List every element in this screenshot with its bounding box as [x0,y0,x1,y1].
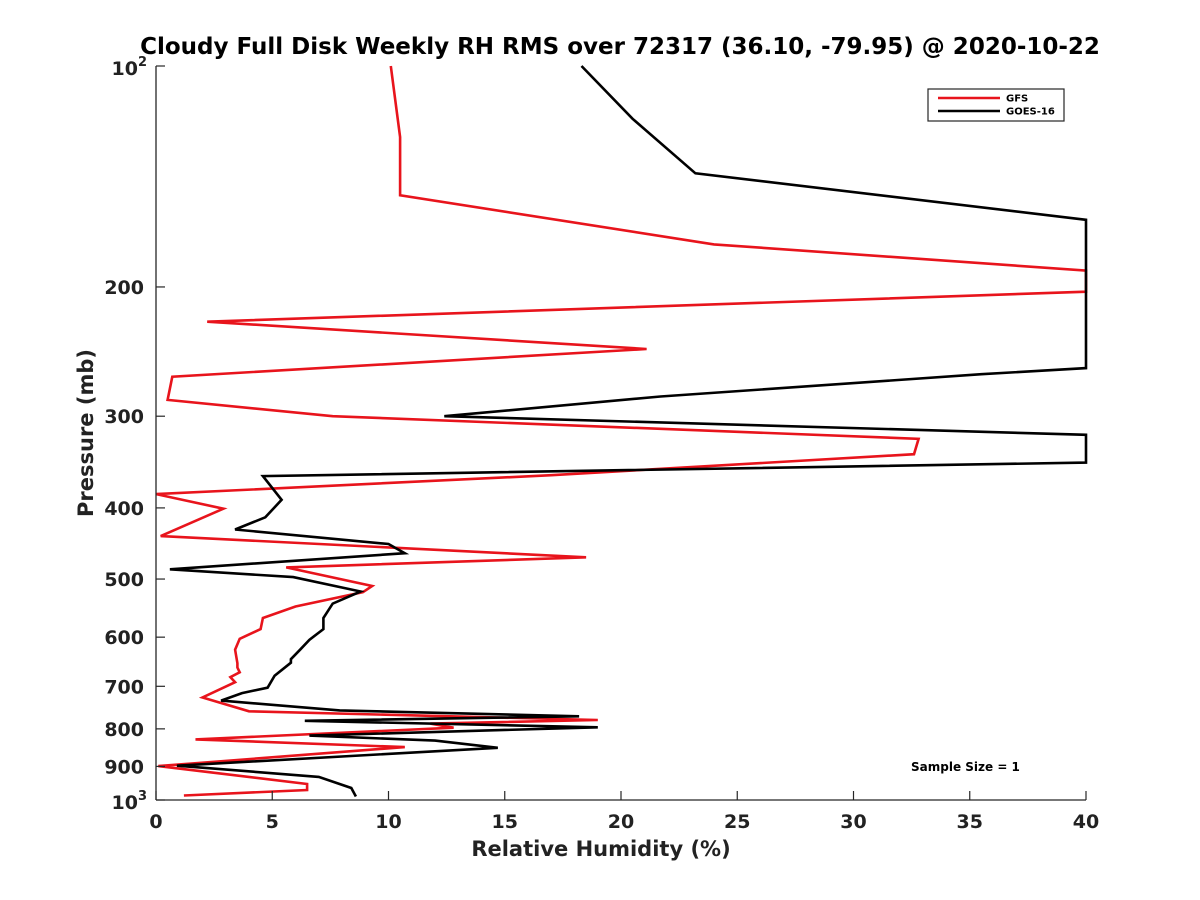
legend-label: GFS [1006,94,1028,105]
legend-box [927,88,1065,122]
y-tick-label: 400 [104,498,144,520]
y-axis-label: Pressure (mb) [74,349,98,517]
x-axis-label: Relative Humidity (%) [471,837,730,861]
y-tick-label: 102 [112,55,148,80]
plot-area: 0 5 10 15 20 25 30 35 40 102 200 300 400 500 600 700 800… [104,55,1099,833]
x-tick-label: 35 [957,811,983,833]
y-tick-label: 900 [104,756,144,778]
y-tick-label: 600 [104,627,144,649]
x-tick-label: 20 [608,811,634,833]
legend: GFS GOES-16 [927,88,1065,122]
x-tick-label: 30 [840,811,866,833]
x-tick-label: 15 [492,811,518,833]
legend-label: GOES-16 [1006,107,1055,118]
x-tick-label: 10 [375,811,401,833]
x-tick-label: 5 [266,811,279,833]
chart-title: Cloudy Full Disk Weekly RH RMS over 7231… [140,34,1100,60]
y-tick-label: 800 [104,719,144,741]
y-tick-label: 103 [112,789,148,814]
x-tick-label: 40 [1073,811,1099,833]
y-tick-label: 700 [104,676,144,698]
y-tick-label: 500 [104,569,144,591]
series-line-goes-16 [169,65,1088,798]
x-tick-label: 25 [724,811,750,833]
axes-layer: 0 5 10 15 20 25 30 35 40 102 200 300 400 500 600 700 800… [104,55,1099,833]
x-tick-label: 0 [149,811,162,833]
sample-size-annotation: Sample Size = 1 [911,760,1020,774]
series-layer [156,65,1088,798]
y-tick-label: 300 [104,406,144,428]
y-tick-label: 200 [104,277,144,299]
